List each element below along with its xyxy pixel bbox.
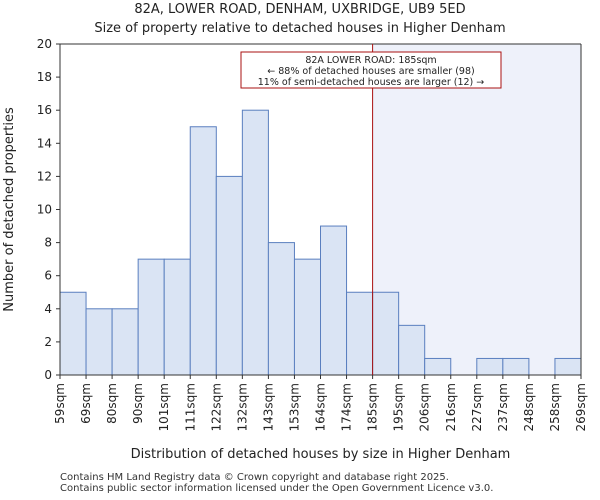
annotation-line-1: 82A LOWER ROAD: 185sqm: [305, 55, 436, 66]
bars-group: [59, 109, 582, 376]
bar-227sqm: [476, 357, 504, 376]
x-tick-label: 258sqm: [548, 383, 562, 431]
bar-111sqm: [189, 126, 217, 376]
annotation-line-3: 11% of semi-detached houses are larger (…: [258, 77, 485, 88]
annotation-line-2: ← 88% of detached houses are smaller (98…: [267, 66, 474, 77]
x-tick-label: 80sqm: [105, 383, 119, 424]
x-tick-label: 174sqm: [340, 383, 354, 431]
x-tick-label: 164sqm: [314, 383, 328, 431]
x-tick-label: 185sqm: [366, 383, 380, 431]
y-tick-label: 6: [44, 269, 52, 283]
bar-195sqm: [398, 324, 426, 376]
x-tick-label: 132sqm: [235, 383, 249, 431]
x-ticks-group: 59sqm 69sqm 80sqm 90sqm 101sqm 111sqm 122sqm 13…: [53, 375, 588, 431]
x-tick-label: 237sqm: [496, 383, 510, 431]
y-tick-label: 4: [44, 302, 52, 316]
x-tick-label: 269sqm: [574, 383, 588, 431]
y-ticks-group: 0 2 4 6 8 10 12 14 16 18 20: [37, 37, 60, 382]
y-tick-label: 18: [37, 70, 52, 84]
y-tick-label: 16: [37, 103, 52, 117]
bar-206sqm: [424, 357, 452, 376]
x-tick-label: 195sqm: [392, 383, 406, 431]
y-tick-label: 10: [37, 203, 52, 217]
bar-258sqm: [554, 357, 582, 376]
x-tick-label: 101sqm: [157, 383, 171, 431]
bar-90sqm: [137, 258, 165, 376]
bar-237sqm: [502, 357, 530, 376]
x-tick-label: 216sqm: [444, 383, 458, 431]
x-tick-label: 90sqm: [131, 383, 145, 424]
x-tick-label: 69sqm: [79, 383, 93, 424]
x-tick-label: 227sqm: [470, 383, 484, 431]
bar-59sqm: [59, 291, 87, 376]
bar-174sqm: [346, 291, 374, 376]
y-tick-label: 20: [37, 37, 52, 51]
footer-copyright: Contains HM Land Registry data © Crown c…: [60, 472, 449, 483]
y-tick-label: 12: [37, 169, 52, 183]
bar-122sqm: [215, 175, 243, 376]
x-tick-label: 153sqm: [287, 383, 301, 431]
chart-subtitle: Size of property relative to detached ho…: [94, 21, 506, 36]
x-tick-label: 122sqm: [209, 383, 223, 431]
y-tick-label: 8: [44, 236, 52, 250]
bar-132sqm: [241, 109, 269, 376]
x-tick-label: 206sqm: [418, 383, 432, 431]
x-tick-label: 59sqm: [53, 383, 67, 424]
y-tick-label: 0: [44, 368, 52, 382]
bar-185sqm: [372, 291, 400, 376]
x-axis-label: Distribution of detached houses by size …: [131, 447, 511, 462]
above-property-shade: [372, 44, 581, 375]
annotation-box: [240, 51, 502, 89]
bar-143sqm: [267, 242, 295, 376]
y-tick-label: 14: [37, 136, 52, 150]
y-tick-label: 2: [44, 335, 52, 349]
footer-licence: Contains public sector information licen…: [60, 483, 494, 494]
bar-153sqm: [293, 258, 322, 376]
bar-69sqm: [85, 308, 113, 376]
chart-title: 82A, LOWER ROAD, DENHAM, UXBRIDGE, UB9 5…: [134, 2, 466, 17]
bar-80sqm: [111, 308, 139, 376]
y-axis-label: Number of detached properties: [2, 107, 17, 312]
x-tick-label: 143sqm: [261, 383, 275, 431]
x-tick-label: 248sqm: [522, 383, 536, 431]
bar-101sqm: [163, 258, 191, 376]
x-tick-label: 111sqm: [183, 383, 197, 431]
bar-164sqm: [320, 225, 348, 376]
